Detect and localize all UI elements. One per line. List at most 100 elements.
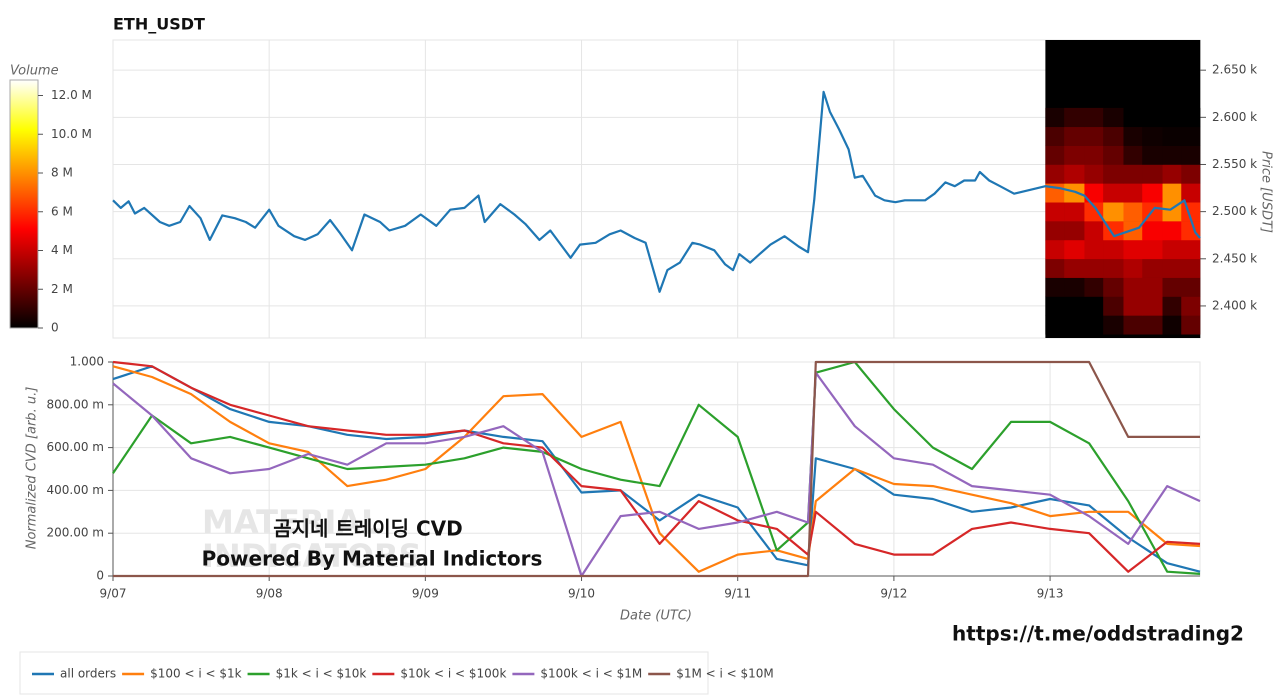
colorbar-tick-label: 6 M bbox=[51, 204, 73, 218]
heatmap-cell bbox=[1045, 221, 1065, 241]
legend-label: $10k < i < $100k bbox=[400, 667, 506, 681]
heatmap-cell bbox=[1142, 107, 1163, 128]
heatmap-cell bbox=[1142, 296, 1163, 316]
heatmap-cell bbox=[1142, 315, 1163, 335]
y-tick-label: 2.650 k bbox=[1212, 63, 1257, 77]
legend-label: $100k < i < $1M bbox=[540, 667, 642, 681]
y-tick-label: 2.600 k bbox=[1212, 110, 1257, 124]
heatmap-cell bbox=[1103, 107, 1124, 128]
heatmap-cell bbox=[1084, 296, 1104, 316]
heatmap-cell bbox=[1181, 239, 1201, 260]
legend-label: $100 < i < $1k bbox=[150, 667, 242, 681]
heatmap-cell bbox=[1045, 145, 1065, 165]
y-tick-label: 1.000 bbox=[70, 355, 104, 369]
heatmap-cell bbox=[1064, 107, 1085, 128]
plot-area bbox=[112, 39, 1201, 339]
x-tick-label: 9/10 bbox=[568, 587, 595, 601]
heatmap-cell bbox=[1162, 221, 1182, 241]
heatmap-cell bbox=[1123, 126, 1143, 146]
legend-label: $1k < i < $10k bbox=[276, 667, 367, 681]
heatmap-cell bbox=[1045, 315, 1065, 335]
heatmap-cell bbox=[1064, 164, 1085, 184]
heatmap-cell bbox=[1181, 258, 1201, 278]
chart-title: ETH_USDT bbox=[113, 15, 205, 34]
heatmap-cell bbox=[1064, 315, 1085, 335]
series-line bbox=[112, 360, 1201, 573]
series-line bbox=[113, 360, 1200, 578]
colorbar-tick-label: 2 M bbox=[51, 282, 73, 296]
x-tick-label: 9/09 bbox=[412, 587, 439, 601]
heatmap-cell bbox=[1162, 296, 1182, 316]
heatmap-cell bbox=[1045, 107, 1065, 128]
y-tick-label: 2.500 k bbox=[1212, 204, 1257, 218]
colorbar-tick-label: 10.0 M bbox=[51, 127, 92, 141]
heatmap-cell bbox=[1084, 258, 1104, 278]
legend: all orders $100 < i < $1k $1k < i < $10k $1… bbox=[32, 667, 774, 681]
heatmap-cell bbox=[1084, 277, 1104, 297]
heatmap-cell bbox=[1084, 239, 1104, 260]
annotation: https://t.me/oddstrading2 bbox=[952, 622, 1244, 646]
heatmap-cell bbox=[1045, 202, 1065, 222]
heatmap-cell bbox=[1162, 126, 1182, 146]
heatmap-cell bbox=[1142, 164, 1163, 184]
heatmap-cell bbox=[1064, 258, 1085, 278]
y-tick-label: 200.00 m bbox=[47, 526, 105, 540]
x-tick-label: 9/11 bbox=[724, 587, 751, 601]
heatmap-cell bbox=[1123, 277, 1143, 297]
heatmap-cell bbox=[1064, 277, 1085, 297]
colorbar-tick-label: 8 M bbox=[51, 166, 73, 180]
heatmap-cell bbox=[1084, 202, 1104, 222]
heatmap-cell bbox=[1103, 258, 1124, 278]
y-tick-label: 400.00 m bbox=[47, 483, 105, 497]
heatmap-cell bbox=[1142, 239, 1163, 260]
colorbar-tick-label: 4 M bbox=[51, 243, 73, 257]
heatmap-cell bbox=[1162, 164, 1182, 184]
heatmap-cell bbox=[1142, 183, 1163, 203]
heatmap-cell bbox=[1103, 277, 1124, 297]
heatmap-cell bbox=[1181, 145, 1201, 165]
colorbar-label: Volume bbox=[10, 64, 59, 79]
heatmap-cell bbox=[1181, 107, 1201, 128]
heatmap-cell bbox=[1084, 107, 1104, 128]
heatmap-cell bbox=[1064, 202, 1085, 222]
heatmap-cell bbox=[1123, 107, 1143, 128]
heatmap-cell bbox=[1064, 296, 1085, 316]
series-line bbox=[112, 371, 1201, 578]
heatmap-cell bbox=[1103, 164, 1124, 184]
heatmap-cell bbox=[1084, 221, 1104, 241]
y-tick-label: 2.550 k bbox=[1212, 157, 1257, 171]
heatmap-cell bbox=[1162, 258, 1182, 278]
heatmap-cell bbox=[1162, 183, 1182, 203]
heatmap-cell bbox=[1162, 239, 1182, 260]
heatmap-cell bbox=[1064, 126, 1085, 146]
y-tick-label: 800.00 m bbox=[47, 397, 105, 411]
y-axis-title: Normalized CVD [arb. u.] bbox=[25, 387, 40, 550]
colorbar-tick-label: 12.0 M bbox=[51, 88, 92, 102]
heatmap-cell bbox=[1045, 277, 1065, 297]
heatmap-cell bbox=[1142, 126, 1163, 146]
heatmap-cell bbox=[1064, 239, 1085, 260]
x-tick-label: 9/07 bbox=[100, 587, 127, 601]
heatmap-cell bbox=[1084, 183, 1104, 203]
x-tick-label: 9/08 bbox=[256, 587, 283, 601]
heatmap-cell bbox=[1045, 239, 1065, 260]
heatmap-cell bbox=[1162, 202, 1182, 222]
heatmap-cell bbox=[1064, 221, 1085, 241]
heatmap-cell bbox=[1142, 145, 1163, 165]
heatmap-cell bbox=[1123, 296, 1143, 316]
heatmap-cell bbox=[1181, 164, 1201, 184]
series-line bbox=[112, 365, 1201, 573]
heatmap-cell bbox=[1045, 164, 1065, 184]
heatmap-cell bbox=[1084, 126, 1104, 146]
heatmap-cell bbox=[1181, 315, 1201, 335]
heatmap-cell bbox=[1064, 145, 1085, 165]
heatmap-cell bbox=[1045, 258, 1065, 278]
heatmap-cell bbox=[1142, 221, 1163, 241]
heatmap-cell bbox=[1064, 183, 1085, 203]
colorbar bbox=[9, 79, 39, 329]
heatmap-cell bbox=[1103, 296, 1124, 316]
x-tick-label: 9/12 bbox=[880, 587, 907, 601]
heatmap-cell bbox=[1181, 126, 1201, 146]
heatmap-cell bbox=[1084, 145, 1104, 165]
